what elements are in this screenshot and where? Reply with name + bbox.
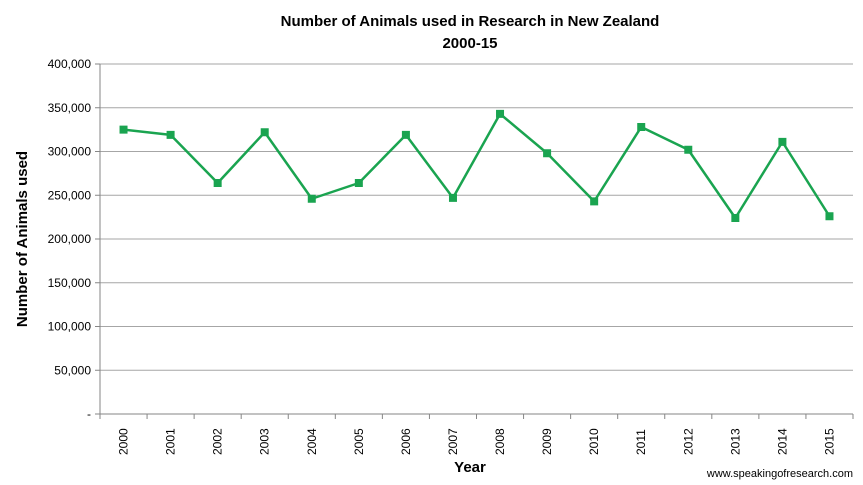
data-point-2015 [825,212,834,221]
data-point-2006 [401,130,410,139]
x-tick-label: 2012 [681,428,695,455]
data-point-2001 [166,130,175,139]
x-tick-label: 2001 [164,428,178,455]
data-point-2004 [307,194,316,203]
y-tick-label: 350,000 [48,101,92,115]
y-tick-label: 200,000 [48,232,92,246]
data-point-2002 [213,179,222,187]
x-tick-label: 2002 [211,428,225,455]
data-point-2008 [496,109,505,118]
x-tick-label: 2013 [728,428,742,455]
data-point-2007 [448,193,457,202]
x-tick-label: 2010 [587,428,601,455]
data-point-2005 [354,179,363,187]
data-point-2000 [119,125,128,134]
x-tick-label: 2007 [446,428,460,455]
data-point-2011 [637,123,646,131]
y-tick-label: 300,000 [48,145,92,159]
x-tick-label: 2009 [540,428,554,455]
x-tick-label: 2014 [775,428,789,455]
x-tick-label: 2005 [352,428,366,455]
y-axis-title: Number of Animals used [14,151,31,327]
x-tick-label: 2004 [305,428,319,455]
chart-subtitle: 2000-15 [442,35,497,52]
x-tick-label: 2003 [258,428,272,455]
data-point-2012 [684,145,693,154]
x-tick-label: 2015 [822,428,836,455]
data-point-2010 [590,197,599,206]
y-tick-label: 100,000 [48,320,92,334]
y-tick-label: 150,000 [48,276,92,290]
data-point-2013 [731,214,740,222]
x-tick-label: 2008 [493,428,507,455]
series-line [123,112,831,220]
x-tick-label: 2006 [399,428,413,455]
y-tick-label: 250,000 [48,188,92,202]
y-tick-label: - [87,407,91,421]
data-point-2009 [543,149,552,158]
data-point-2014 [778,137,787,146]
data-point-2003 [260,128,269,137]
x-tick-label: 2000 [117,428,131,455]
y-tick-label: 400,000 [48,57,92,71]
x-axis-title: Year [454,459,486,476]
x-tick-label: 2011 [634,429,648,455]
y-tick-label: 50,000 [54,363,91,377]
footer-credit: www.speakingofresearch.com [706,468,853,480]
chart-title: Number of Animals used in Research in Ne… [281,13,660,30]
